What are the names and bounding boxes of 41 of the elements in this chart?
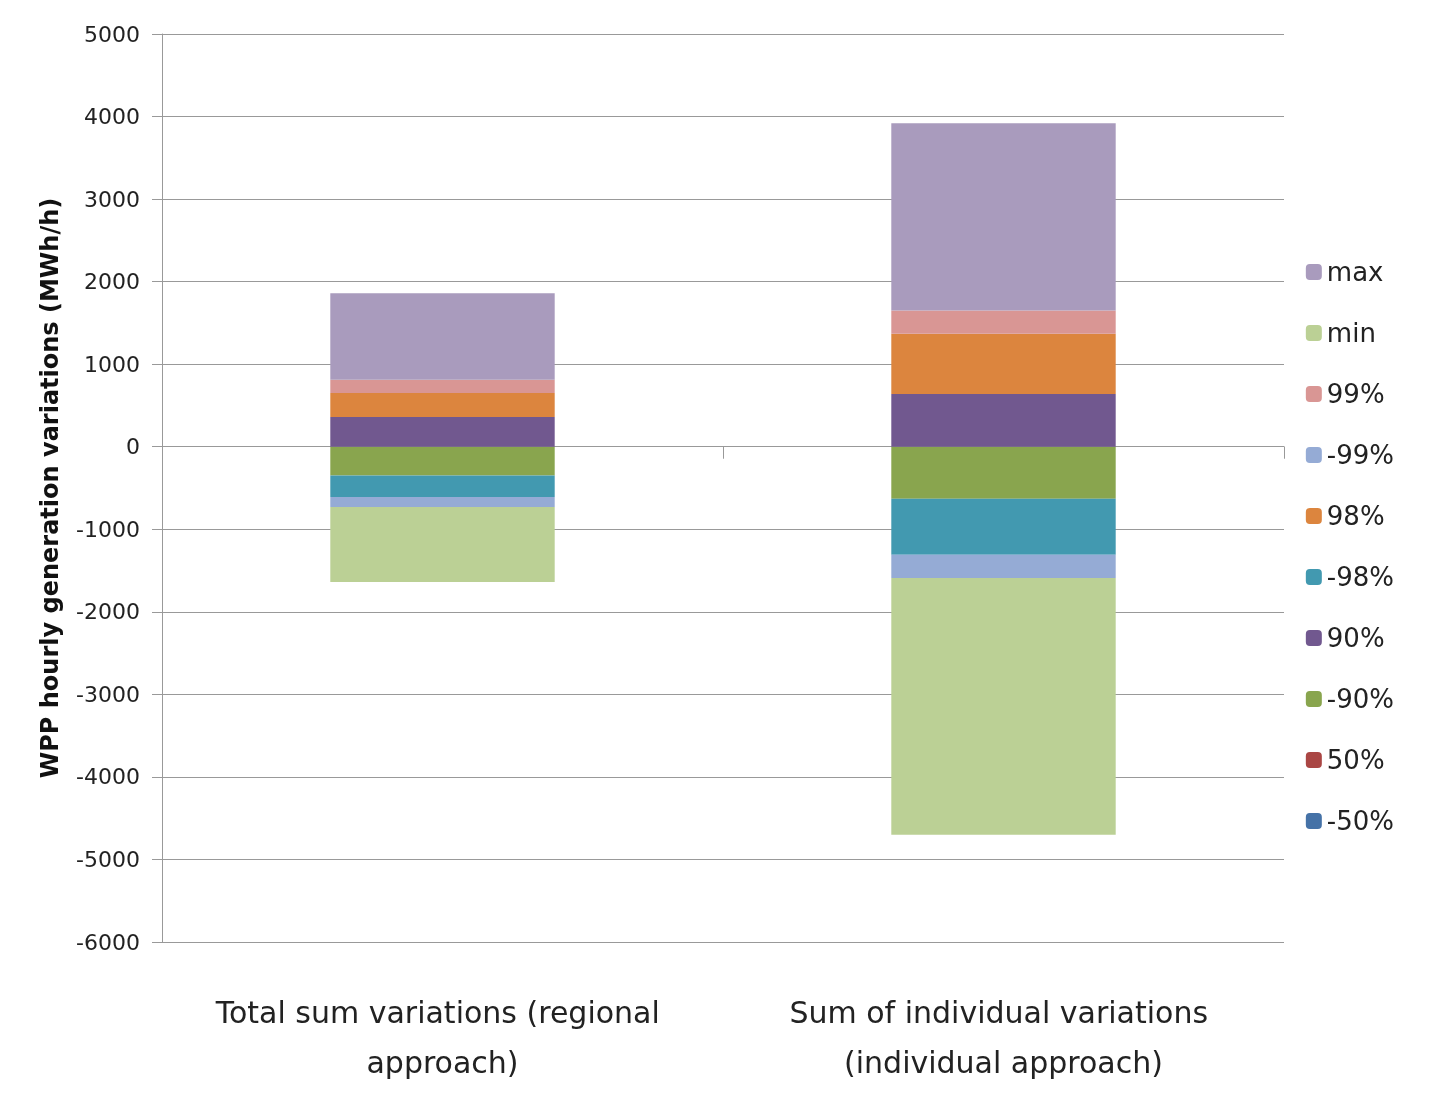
legend-label: 90%	[1326, 623, 1385, 653]
x-tick-label: Sum of individual variations (individual approach)	[789, 994, 1218, 1080]
y-tick-label: 5000	[84, 21, 140, 47]
bar	[891, 554, 1116, 578]
bar	[330, 293, 555, 380]
legend-label: -90%	[1326, 684, 1394, 714]
bar	[330, 497, 555, 507]
bar	[330, 379, 555, 394]
y-tick-label: 4000	[84, 104, 140, 130]
bar	[891, 498, 1116, 555]
bar	[330, 417, 555, 447]
legend-label: -98%	[1326, 562, 1394, 592]
bar	[891, 577, 1116, 835]
legend-label: 50%	[1326, 745, 1385, 775]
bar	[891, 123, 1116, 311]
legend-label: 99%	[1326, 379, 1385, 409]
y-tick-label: 1000	[84, 351, 140, 377]
bar	[330, 506, 555, 583]
y-tick-label: 0	[126, 434, 140, 460]
y-tick-label: -1000	[76, 516, 140, 542]
y-tick-label: 2000	[84, 269, 140, 295]
bar	[330, 446, 555, 476]
bar	[891, 446, 1116, 499]
y-axis-title: WPP hourly generation variations (MWh/h)	[36, 197, 64, 779]
legend-label: -99%	[1326, 440, 1394, 470]
y-tick-label: -4000	[76, 764, 140, 790]
legend-label: 98%	[1326, 501, 1385, 531]
legend-label: -50%	[1326, 806, 1394, 836]
y-tick-label: -3000	[76, 681, 140, 707]
y-tick-label: -2000	[76, 599, 140, 625]
y-tick-label: -6000	[76, 929, 140, 955]
legend-label: max	[1326, 257, 1384, 287]
legend-label: min	[1326, 318, 1376, 348]
y-tick-label: 3000	[84, 186, 140, 212]
x-tick-label: Total sum variations (regional approach)	[214, 994, 670, 1080]
bar	[330, 475, 555, 498]
y-tick-label: -5000	[76, 846, 140, 872]
bar	[330, 393, 555, 418]
bar	[891, 333, 1116, 394]
bar	[891, 310, 1116, 334]
bar	[891, 393, 1116, 447]
